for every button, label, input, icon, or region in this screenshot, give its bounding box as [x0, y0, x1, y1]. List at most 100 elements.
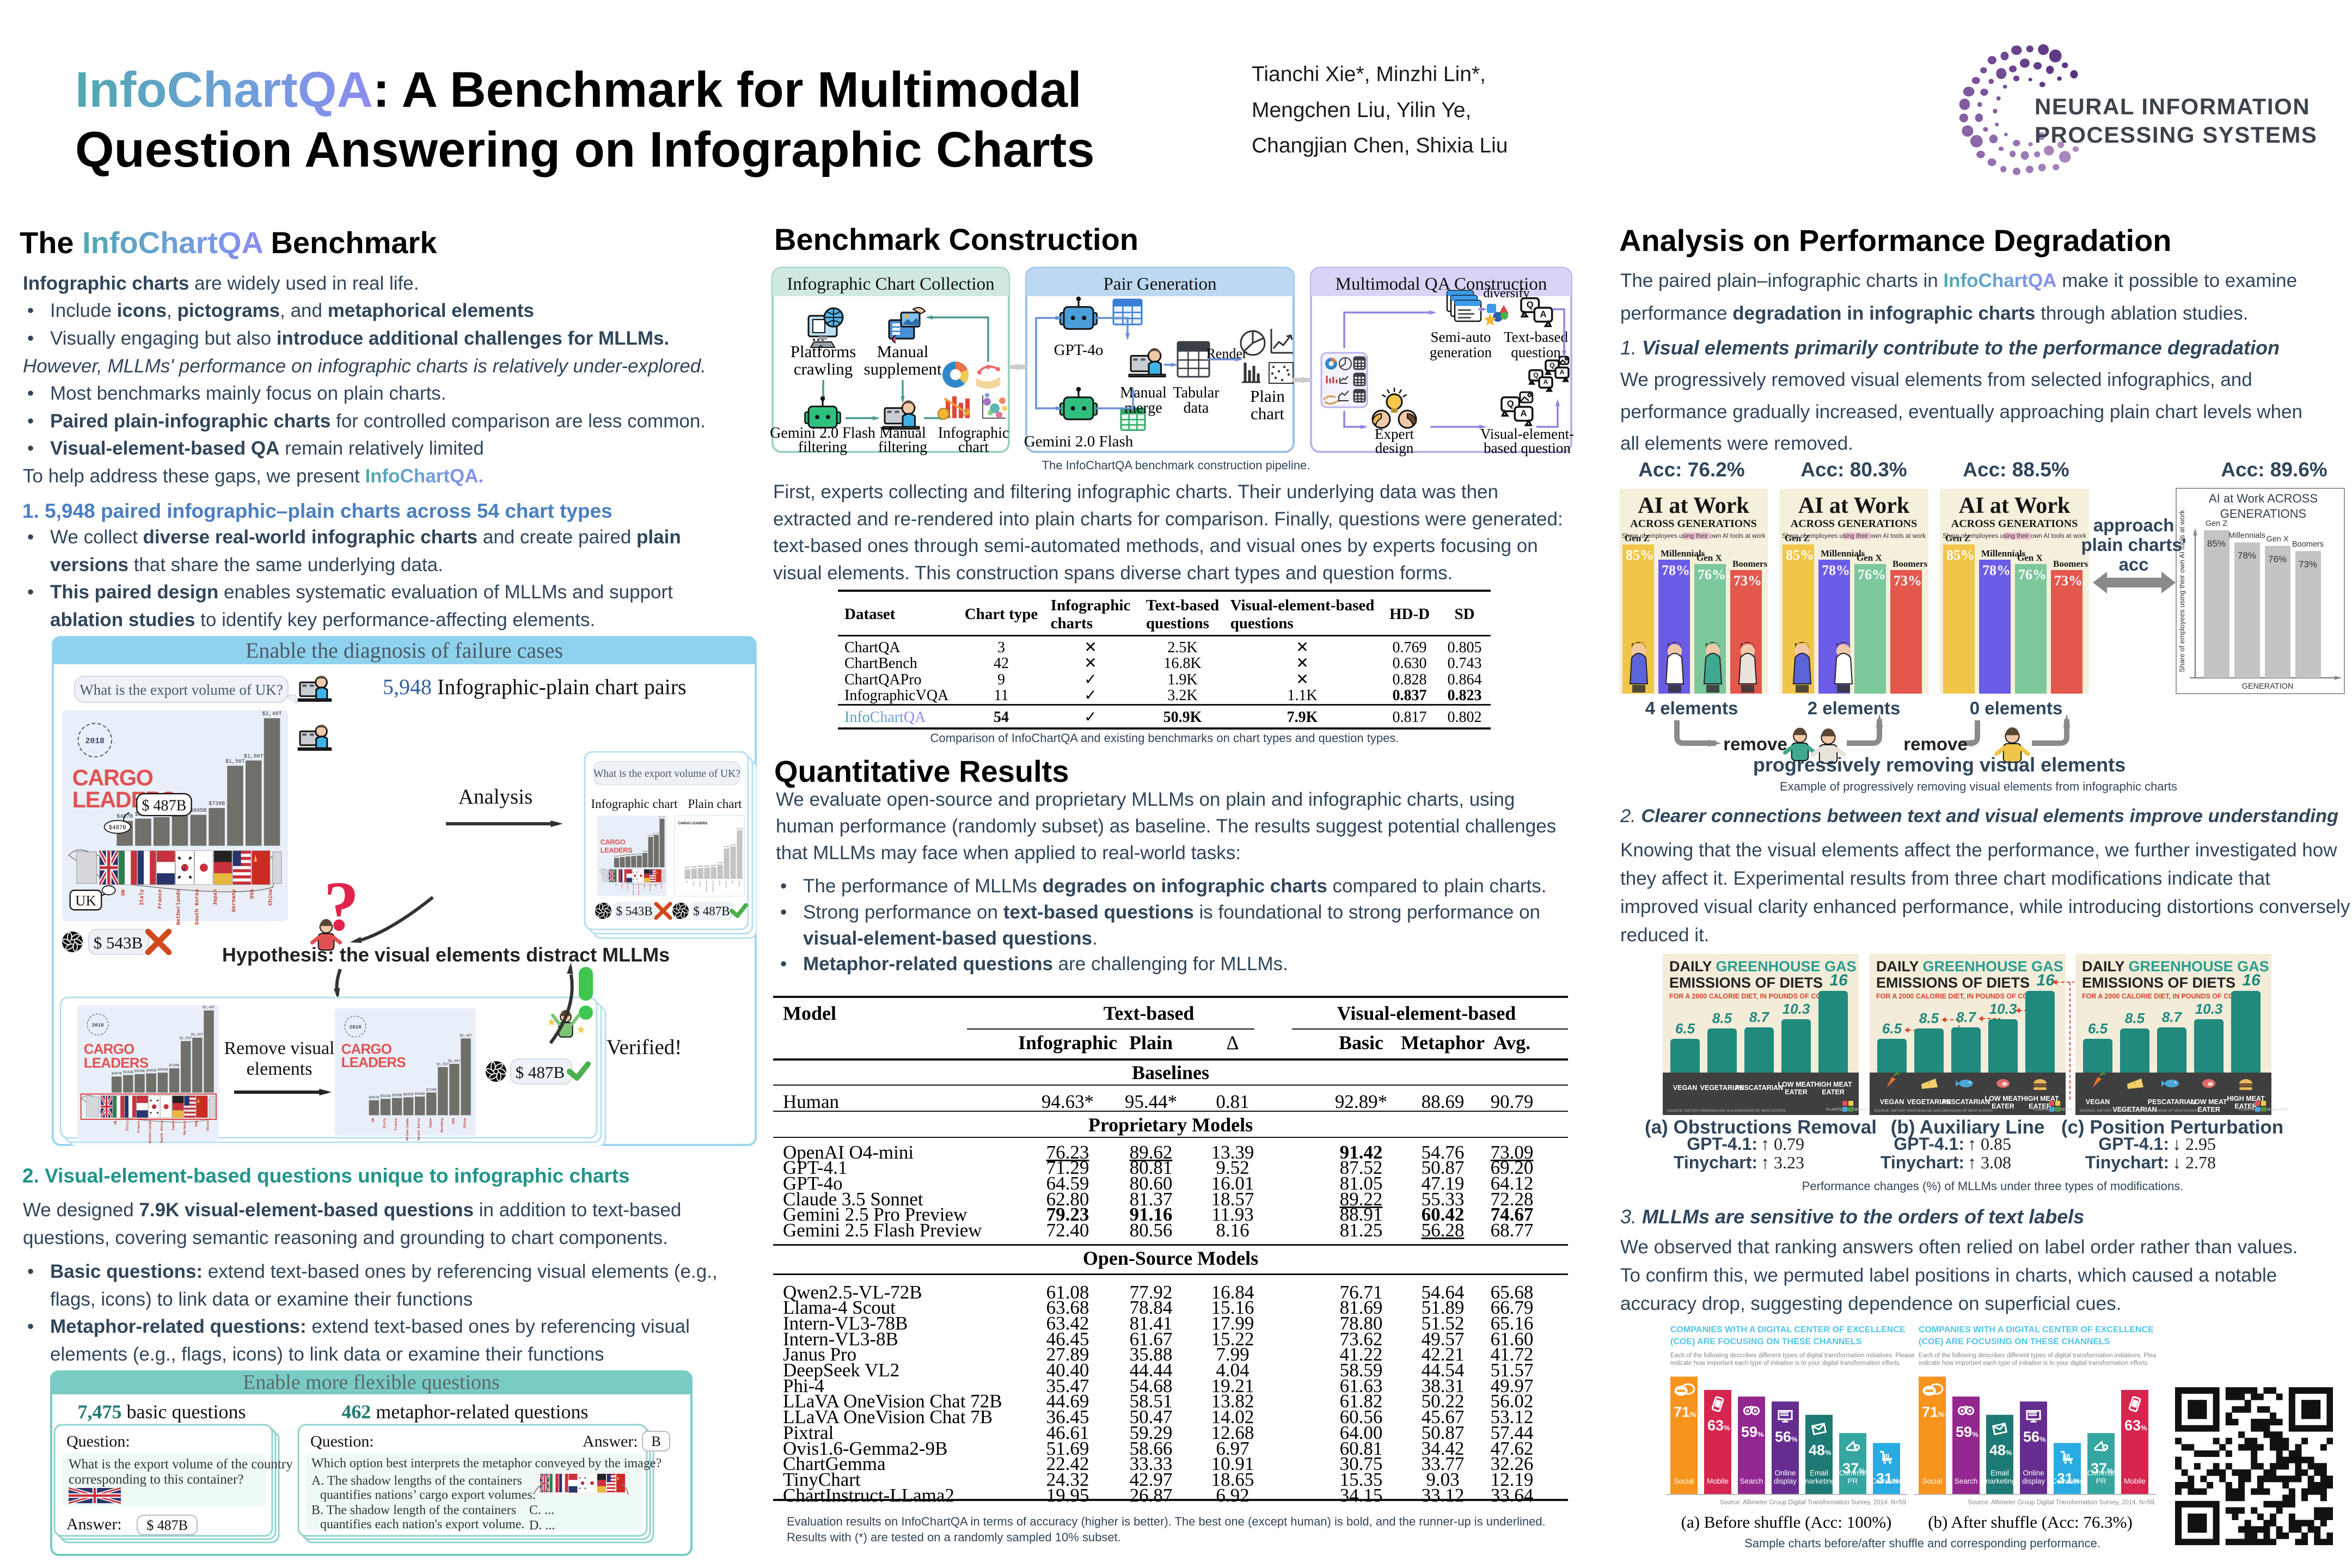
svg-text:HIGH MEAT: HIGH MEAT [2227, 1095, 2265, 1102]
svg-text:76%: 76% [1858, 567, 1886, 583]
svg-text:HIGH MEAT: HIGH MEAT [2021, 1095, 2059, 1102]
svg-text:10.3: 10.3 [1989, 1001, 2017, 1017]
svg-text:85%: 85% [2207, 538, 2226, 549]
svg-text:LOW MEAT: LOW MEAT [1984, 1095, 2021, 1102]
svg-text:Visual-element-: Visual-element- [1480, 426, 1574, 442]
svg-text:$487B: $487B [109, 825, 127, 831]
svg-text:VEGETARIAN: VEGETARIAN [1907, 1098, 1951, 1106]
svg-text:$543B: $543B [380, 1094, 390, 1098]
svg-text:LEADERS: LEADERS [601, 846, 633, 854]
svg-text:What is the export volume of t: What is the export volume of the country [69, 1457, 293, 1472]
svg-text:SOURCE: DIETARY GREENHOUSE GAS: SOURCE: DIETARY GREENHOUSE GAS EMISSIONS… [1874, 1109, 1993, 1113]
svg-text:Search: Search [1740, 1477, 1763, 1485]
svg-text:Source: Altimeter Group Digita: Source: Altimeter Group Digital Transfor… [1968, 1499, 2156, 1506]
svg-text:Germany: Germany [183, 1120, 187, 1135]
svg-text:approach: approach [2093, 515, 2175, 535]
svg-text:73%: 73% [2299, 559, 2317, 569]
svg-text:16: 16 [2242, 971, 2261, 989]
svg-text:Netherlands: Netherlands [149, 1120, 152, 1143]
svg-text:$1,56T: $1,56T [648, 834, 654, 836]
svg-text:USA: USA [250, 889, 256, 899]
svg-text:$568B: $568B [392, 1093, 402, 1097]
svg-text:Netherlands: Netherlands [406, 1118, 409, 1141]
svg-text:$605B: $605B [190, 807, 206, 814]
svg-text:Gen X: Gen X [1696, 553, 1722, 563]
svg-text:UK: UK [75, 892, 96, 909]
svg-text:Answer:: Answer: [583, 1432, 638, 1450]
svg-text:$ 487B: $ 487B [142, 797, 186, 814]
svg-text:data: data [1184, 400, 1209, 416]
svg-text:$568B: $568B [698, 865, 703, 867]
svg-text:South Korea: South Korea [160, 1120, 164, 1143]
svg-text:A. The shadow lengths of the c: A. The shadow lengths of the containers [311, 1474, 522, 1488]
svg-text:GENERATIONS: GENERATIONS [2220, 507, 2307, 520]
svg-text:$585B: $585B [146, 1069, 156, 1073]
svg-text:A: A [1560, 369, 1565, 376]
svg-text:$1,66T: $1,66T [191, 1033, 204, 1037]
svg-text:AI at Work ACROSS: AI at Work ACROSS [2209, 492, 2318, 505]
svg-text:CARGO: CARGO [341, 1042, 392, 1057]
svg-text:Manual: Manual [879, 425, 926, 442]
svg-text:$543B: $543B [123, 1070, 133, 1074]
svg-text:Answer:: Answer: [66, 1515, 122, 1533]
svg-text:Search: Search [1955, 1477, 1978, 1485]
svg-text:Boomers: Boomers [1732, 559, 1768, 569]
svg-text:$487B: $487B [112, 1072, 122, 1076]
svg-text:Italy: Italy [383, 1118, 387, 1128]
svg-text:16: 16 [1829, 971, 1848, 989]
svg-text:EATER: EATER [1785, 1088, 1807, 1096]
svg-text:remove: remove [1723, 734, 1787, 754]
svg-text:$605B: $605B [415, 1092, 425, 1096]
svg-text:8.5: 8.5 [1919, 1010, 1939, 1026]
svg-text:Q: Q [1533, 371, 1539, 379]
svg-text:$738B: $738B [718, 862, 722, 864]
svg-text:Manual: Manual [1120, 384, 1167, 401]
svg-text:indicate how important each ty: indicate how important each type of init… [1670, 1360, 1901, 1367]
svg-text:Each of the following describe: Each of the following describes differen… [1670, 1352, 1915, 1359]
svg-text:Plain: Plain [1250, 387, 1285, 406]
svg-text:UK: UK [121, 889, 127, 896]
svg-text:CARGO: CARGO [84, 1040, 134, 1057]
svg-text:C. ...: C. ... [529, 1503, 554, 1517]
svg-text:COMPANIES WITH A DIGITAL CENTE: COMPANIES WITH A DIGITAL CENTER OF EXCEL… [1670, 1325, 1906, 1334]
svg-text:EATER: EATER [2234, 1102, 2257, 1110]
svg-text:Millennials: Millennials [2228, 531, 2265, 540]
svg-text:EATER: EATER [2197, 1106, 2220, 1113]
svg-text:↓ 2.78: ↓ 2.78 [2172, 1153, 2216, 1172]
svg-text:VEGAN: VEGAN [1673, 1084, 1697, 1092]
svg-text:76%: 76% [2268, 554, 2287, 565]
svg-text:Social: Social [1674, 1477, 1694, 1485]
svg-text:France: France [699, 880, 701, 886]
svg-text:6.5: 6.5 [2088, 1020, 2108, 1037]
svg-text:VEGAN: VEGAN [2086, 1098, 2110, 1106]
svg-text:$487B: $487B [614, 855, 619, 857]
svg-text:Email: Email [1990, 1469, 2009, 1477]
svg-text:Netherlands: Netherlands [632, 884, 634, 895]
svg-text:$1,66T: $1,66T [730, 843, 736, 846]
svg-text:Acc: 80.3%: Acc: 80.3% [1800, 460, 1907, 481]
svg-text:B: B [651, 1434, 660, 1449]
svg-text:Millennials: Millennials [1821, 548, 1865, 559]
svg-text:COMPANIES WITH A DIGITAL CENTE: COMPANIES WITH A DIGITAL CENTER OF EXCEL… [1919, 1325, 2154, 1334]
svg-text:5,948 Infographic-plain chart: 5,948 Infographic-plain chart pairs [383, 675, 687, 699]
svg-text:generation: generation [1430, 344, 1492, 360]
svg-text:Pair Generation: Pair Generation [1103, 274, 1216, 294]
svg-text:Social: Social [1922, 1477, 1943, 1485]
svg-text:Infographic: Infographic [938, 425, 1009, 442]
svg-text:Japan: Japan [644, 884, 646, 889]
svg-text:France: France [626, 884, 628, 890]
svg-text:PESCATARIAN: PESCATARIAN [1735, 1084, 1783, 1092]
svg-text:Germany: Germany [440, 1118, 444, 1132]
svg-text:Email: Email [1810, 1469, 1828, 1477]
svg-text:marketing: marketing [1983, 1477, 2016, 1485]
svg-text:VEGETARIAN: VEGETARIAN [1700, 1084, 1744, 1092]
svg-text:Each of the following describe: Each of the following describes differen… [1919, 1352, 2156, 1359]
svg-text:★: ★ [576, 1024, 586, 1036]
svg-text:PROCESSING SYSTEMS: PROCESSING SYSTEMS [2035, 122, 2317, 148]
svg-text:China: China [738, 880, 740, 885]
svg-text:Mobile: Mobile [1707, 1477, 1729, 1485]
svg-text:56%: 56% [1775, 1429, 1798, 1445]
svg-text:2018: 2018 [92, 1022, 105, 1028]
svg-text:76%: 76% [2018, 567, 2047, 583]
svg-text:78%: 78% [1822, 562, 1850, 578]
